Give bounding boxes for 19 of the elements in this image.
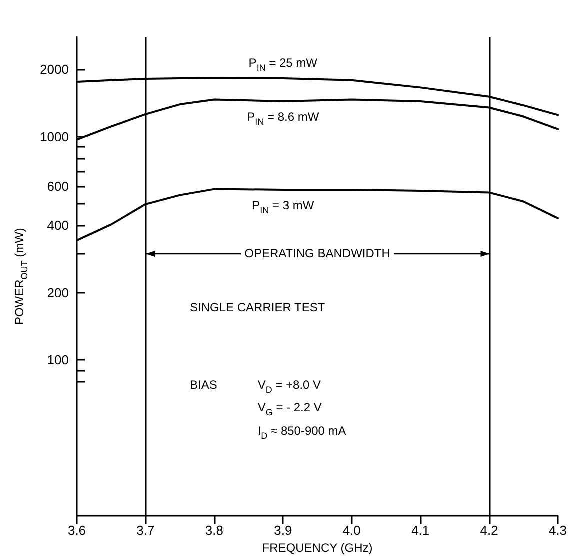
x-tick-label: 3.8 bbox=[205, 523, 224, 538]
x-tick-label: 3.6 bbox=[68, 523, 86, 538]
x-tick-label: 4.2 bbox=[480, 523, 498, 538]
y-tick-label: 1000 bbox=[40, 129, 69, 144]
annotation: SINGLE CARRIER TEST bbox=[190, 300, 326, 314]
y-tick-label: 600 bbox=[47, 178, 69, 194]
y-tick-label: 400 bbox=[47, 218, 69, 234]
y-tick-label: 2000 bbox=[40, 62, 69, 78]
annotation: BIAS bbox=[190, 378, 218, 392]
y-tick-label: 100 bbox=[47, 352, 69, 368]
x-tick-label: 4.1 bbox=[412, 523, 430, 538]
y-tick-label: 200 bbox=[47, 285, 69, 300]
x-tick-label: 3.9 bbox=[274, 523, 292, 538]
x-tick-label: 4.3 bbox=[548, 523, 568, 538]
x-tick-label: 3.7 bbox=[136, 523, 155, 538]
annotation: OPERATING BANDWIDTH bbox=[244, 246, 390, 261]
y-axis-title: POWEROUT (mW) bbox=[12, 228, 30, 326]
x-axis-title: FREQUENCY (GHz) bbox=[262, 541, 373, 555]
x-tick-label: 4.0 bbox=[342, 523, 361, 538]
